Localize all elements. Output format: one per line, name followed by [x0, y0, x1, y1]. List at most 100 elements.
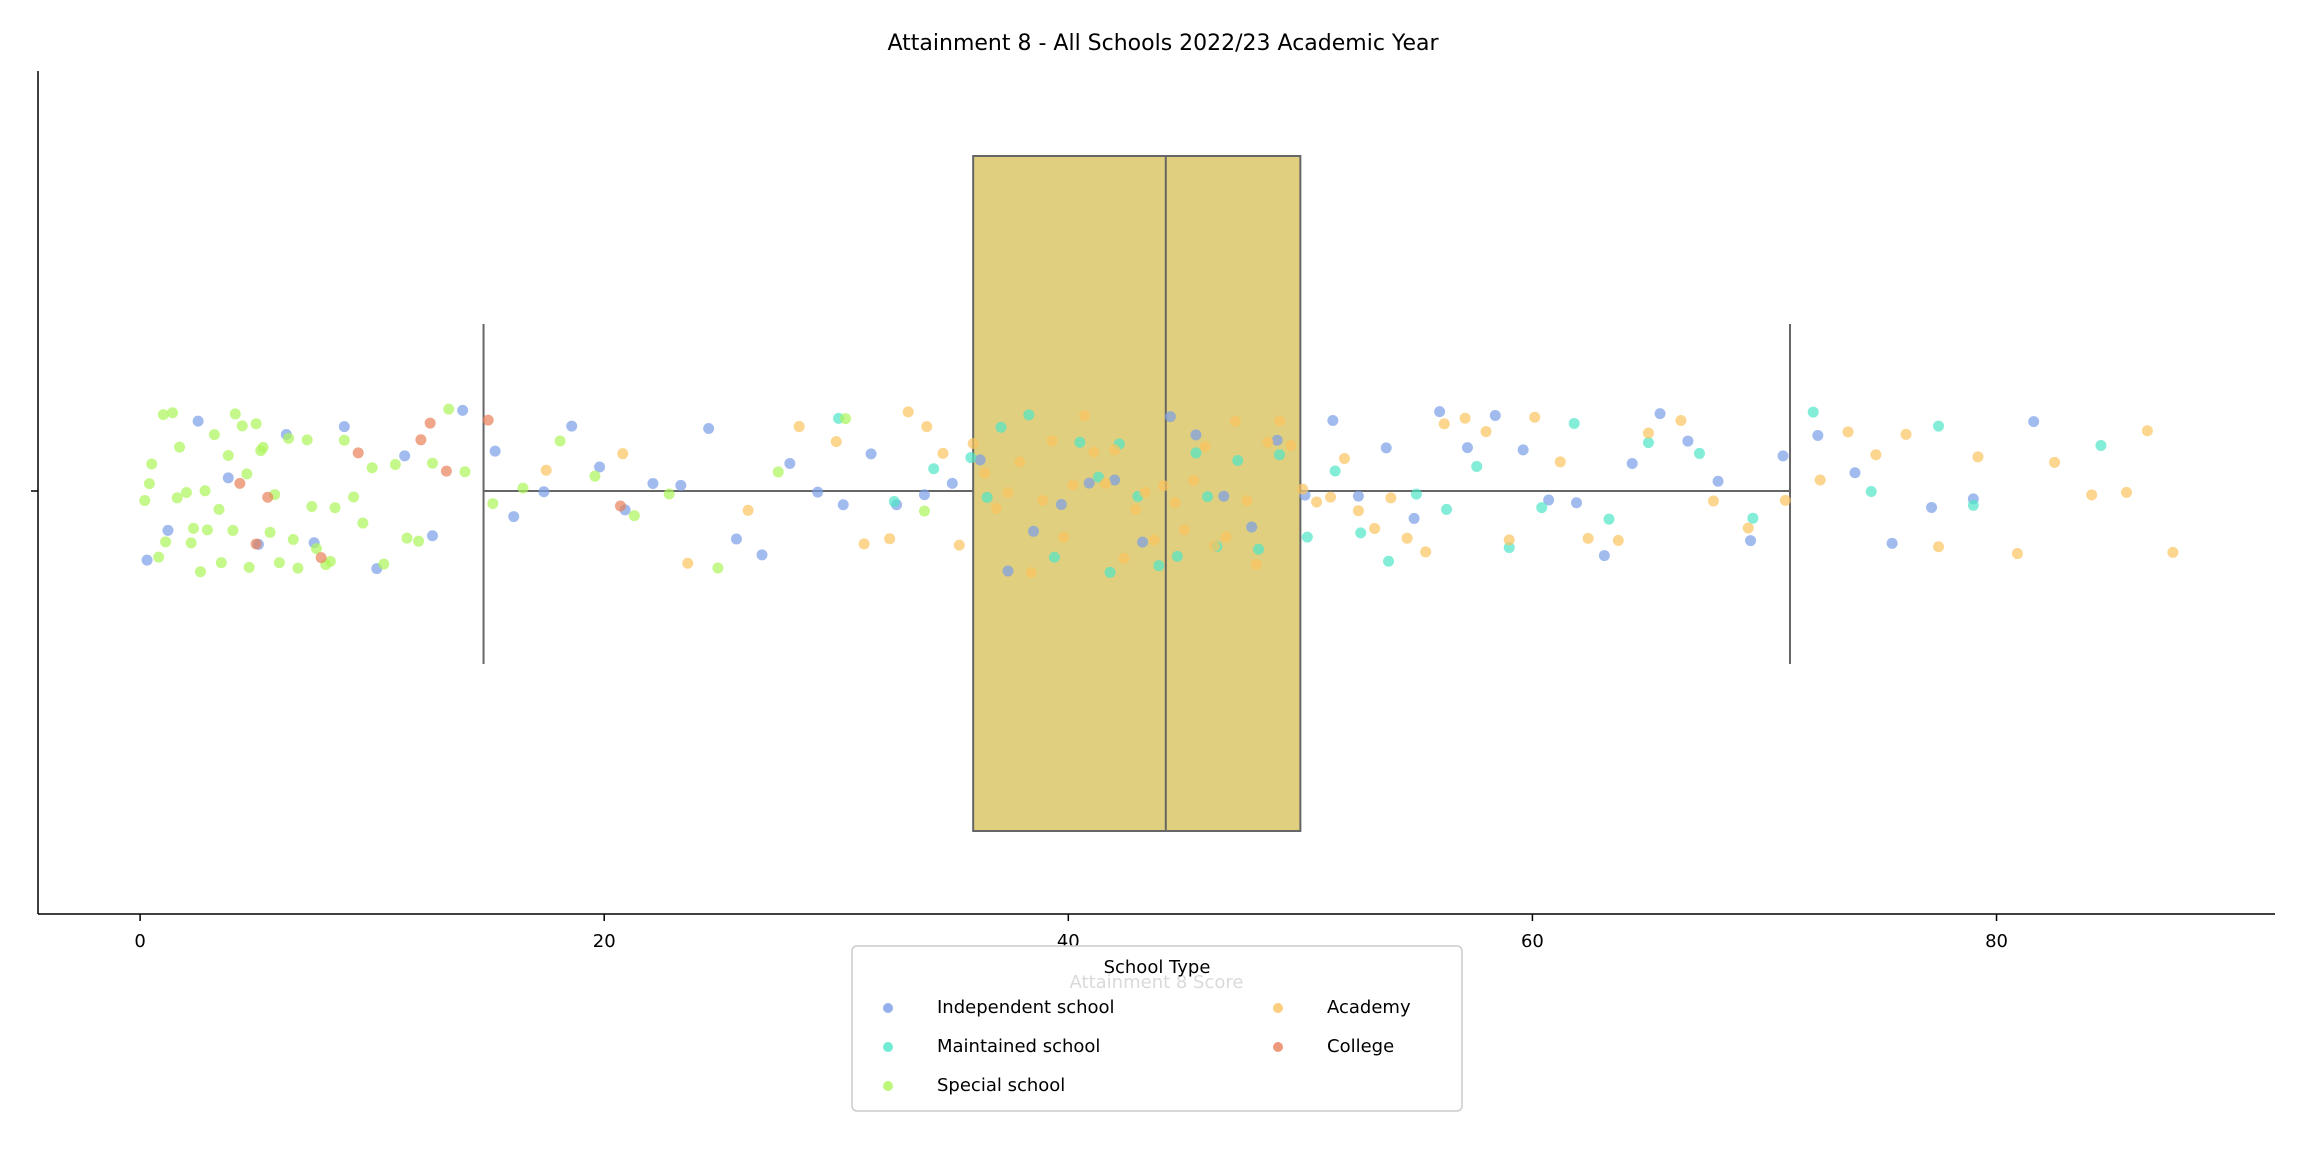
point [243, 561, 255, 573]
point [171, 492, 183, 504]
point [675, 479, 687, 491]
point [1171, 550, 1183, 562]
point [378, 558, 390, 570]
point [784, 457, 796, 469]
point [918, 505, 930, 517]
point [508, 511, 520, 523]
legend-marker [1273, 1042, 1283, 1052]
point [292, 562, 304, 574]
point [1118, 552, 1130, 564]
point [888, 496, 900, 508]
point [1420, 546, 1432, 558]
point [1088, 446, 1100, 458]
point [222, 450, 234, 462]
point [1262, 436, 1274, 448]
point [965, 452, 977, 464]
point [2141, 425, 2153, 437]
point [1352, 505, 1364, 517]
point [974, 454, 986, 466]
point [1529, 411, 1541, 423]
point [2095, 440, 2107, 452]
point [1190, 447, 1202, 459]
point [1779, 494, 1791, 506]
point [1037, 494, 1049, 506]
point [1380, 442, 1392, 454]
point [1327, 414, 1339, 426]
point [1148, 534, 1160, 546]
point [1014, 456, 1026, 468]
point [457, 404, 469, 416]
point [1812, 429, 1824, 441]
legend-label: College [1327, 1036, 1394, 1057]
point [1742, 522, 1754, 534]
point [482, 414, 494, 426]
point [1568, 417, 1580, 429]
point [1682, 435, 1694, 447]
point [1503, 534, 1515, 546]
point [201, 524, 213, 536]
point [1209, 540, 1221, 552]
point [1104, 566, 1116, 578]
point [1707, 495, 1719, 507]
point [1058, 531, 1070, 543]
point [143, 478, 155, 490]
point [348, 491, 360, 503]
point [902, 406, 914, 418]
point [979, 467, 991, 479]
x-tick-label: 80 [1985, 931, 2008, 952]
point [617, 448, 629, 460]
point [1025, 567, 1037, 579]
legend-marker [1273, 1003, 1283, 1013]
point [554, 435, 566, 447]
point [1777, 450, 1789, 462]
point [1285, 440, 1297, 452]
point [287, 533, 299, 545]
point [162, 524, 174, 536]
point [1654, 408, 1666, 420]
point [840, 413, 852, 425]
point [953, 539, 965, 551]
point [426, 530, 438, 542]
point [538, 486, 550, 498]
point [215, 557, 227, 569]
point [222, 472, 234, 484]
point [443, 403, 455, 415]
point [241, 468, 253, 480]
point [2011, 548, 2023, 560]
point [1250, 559, 1262, 571]
point [440, 465, 452, 477]
point [1972, 451, 1984, 463]
point [1401, 532, 1413, 544]
point [1329, 465, 1341, 477]
point [884, 533, 896, 545]
point [2120, 486, 2132, 498]
point [1603, 513, 1615, 525]
point [250, 538, 262, 550]
point [1886, 537, 1898, 549]
point [1438, 418, 1450, 430]
point [2049, 456, 2061, 468]
point [2167, 546, 2179, 558]
legend-marker [883, 1081, 893, 1091]
point [1865, 486, 1877, 498]
point [1325, 491, 1337, 503]
point [1612, 534, 1624, 546]
point [306, 500, 318, 512]
point [1369, 522, 1381, 534]
legend-label: Special school [937, 1075, 1065, 1096]
point [647, 477, 659, 489]
point [1441, 503, 1453, 515]
point [199, 485, 211, 497]
x-tick-label: 20 [593, 931, 616, 952]
point [1352, 490, 1364, 502]
point [157, 409, 169, 421]
point [1055, 499, 1067, 511]
point [389, 459, 401, 471]
point [487, 498, 499, 510]
point [540, 464, 552, 476]
point [1046, 435, 1058, 447]
legend-label: Academy [1327, 997, 1411, 1018]
point [415, 434, 427, 446]
point [1188, 474, 1200, 486]
point [1139, 487, 1151, 499]
